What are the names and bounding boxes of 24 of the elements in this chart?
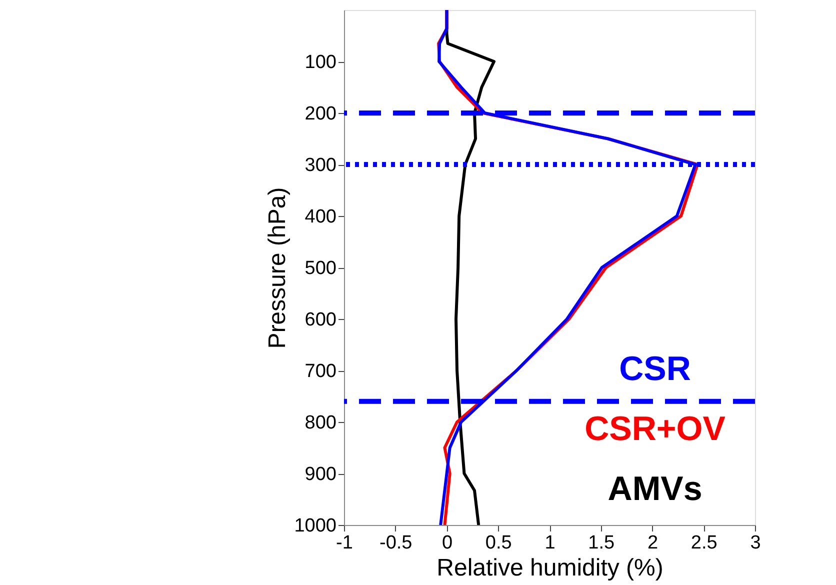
y-tick-label: 100: [304, 52, 336, 73]
text: CSR+OV: [584, 410, 726, 448]
x-tick-label: 2: [647, 532, 658, 554]
y-tick-label: 1000: [294, 516, 336, 536]
text: AMVs: [608, 470, 702, 508]
x-tick-label: 0: [442, 532, 453, 554]
x-tick-label: -1: [336, 532, 353, 554]
x-tick-label: 1: [544, 532, 556, 554]
x-axis-title: Relative humidity (%): [436, 554, 664, 582]
y-tick-label: 800: [304, 412, 336, 434]
x-tick-label: 1.5: [588, 532, 615, 554]
y-tick-label: 600: [304, 310, 336, 330]
y-tick-label: 300: [304, 155, 336, 176]
y-tick-label: 900: [304, 464, 336, 485]
x-tick-label: 0.5: [485, 532, 512, 554]
x-tick-label: 2.5: [690, 532, 718, 554]
y-tick-label: 400: [304, 206, 336, 228]
y-tick-label: 500: [304, 258, 336, 279]
y-axis-title: Pressure (hPa): [264, 187, 292, 349]
y-tick-label: 700: [304, 361, 336, 382]
x-tick-label: -0.5: [380, 532, 412, 554]
series-label: CSR: [619, 350, 691, 388]
x-tick-label: 3: [750, 532, 761, 554]
y-tick-label: 200: [304, 104, 336, 124]
